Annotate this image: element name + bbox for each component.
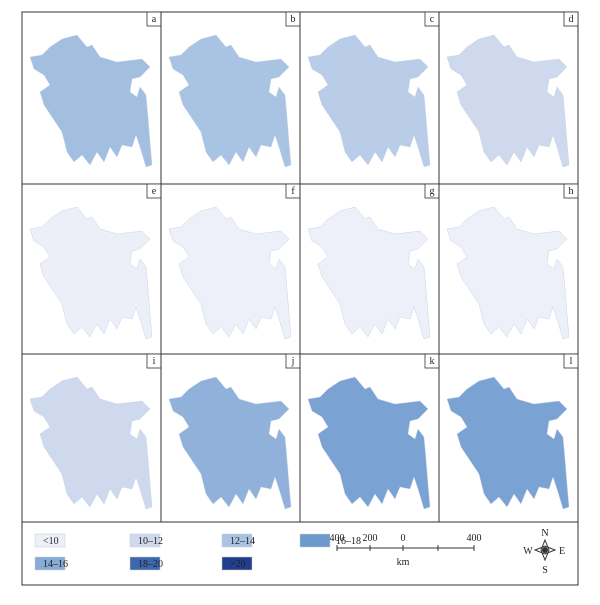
map-panel: f (160, 183, 301, 355)
panel-label: j (291, 356, 295, 367)
map-panel: l (438, 353, 579, 523)
country-shape (446, 34, 570, 168)
compass-w: W (523, 546, 533, 557)
legend-label: 10–12 (138, 536, 163, 547)
panel-label: c (430, 14, 435, 25)
country-shape (29, 206, 153, 340)
legend-label: 12–14 (230, 536, 255, 547)
legend-swatch (34, 556, 66, 571)
compass-center (542, 547, 548, 553)
panel-label: g (430, 186, 435, 197)
panel-label: b (291, 14, 296, 25)
map-panel: d (438, 11, 579, 185)
scale-label: 0 (401, 533, 406, 544)
panel-label-box (563, 353, 579, 369)
legend-swatch (221, 556, 253, 571)
legend-swatch (221, 533, 253, 548)
map-panel: g (299, 183, 440, 355)
panel-label-box (563, 11, 579, 27)
scale-label: 200 (363, 533, 378, 544)
panel-label: f (291, 186, 295, 197)
country-shape (307, 34, 431, 168)
legend-label: 16–18 (336, 536, 361, 547)
legend-label: 14–16 (43, 559, 68, 570)
legend-swatch (34, 533, 66, 548)
map-panel: e (21, 183, 162, 355)
map-panel: i (21, 353, 162, 523)
panel-label: a (152, 14, 157, 25)
compass-n: N (541, 528, 548, 539)
panel-label: e (152, 186, 157, 197)
scale-label: 400 (330, 533, 345, 544)
country-shape (307, 206, 431, 340)
panel-label-box (563, 183, 579, 199)
legend-label: >20 (230, 559, 246, 570)
scale-label: 400 (467, 533, 482, 544)
country-shape (168, 34, 292, 168)
panel-label: i (153, 356, 156, 367)
country-shape (29, 376, 153, 510)
map-panel: a (21, 11, 162, 185)
panel-label: l (570, 356, 573, 367)
country-shape (168, 206, 292, 340)
panel-label: k (430, 356, 435, 367)
country-shape (168, 376, 292, 510)
country-shape (446, 206, 570, 340)
map-panel: j (160, 353, 301, 523)
compass-e: E (559, 546, 565, 557)
map-panel: h (438, 183, 579, 355)
country-shape (307, 376, 431, 510)
legend-swatch (299, 533, 331, 548)
map-panel: b (160, 11, 301, 185)
scale-unit: km (397, 557, 410, 568)
country-shape (446, 376, 570, 510)
map-panel: c (299, 11, 440, 185)
panel-border (438, 353, 579, 523)
panel-label: d (569, 14, 574, 25)
legend-label: 18–20 (138, 559, 163, 570)
legend-label: <10 (43, 536, 59, 547)
compass-s: S (542, 565, 548, 576)
country-shape (29, 34, 153, 168)
legend-swatch (129, 556, 161, 571)
legend-swatch (129, 533, 161, 548)
panel-label: h (569, 186, 574, 197)
map-panel: k (299, 353, 440, 523)
